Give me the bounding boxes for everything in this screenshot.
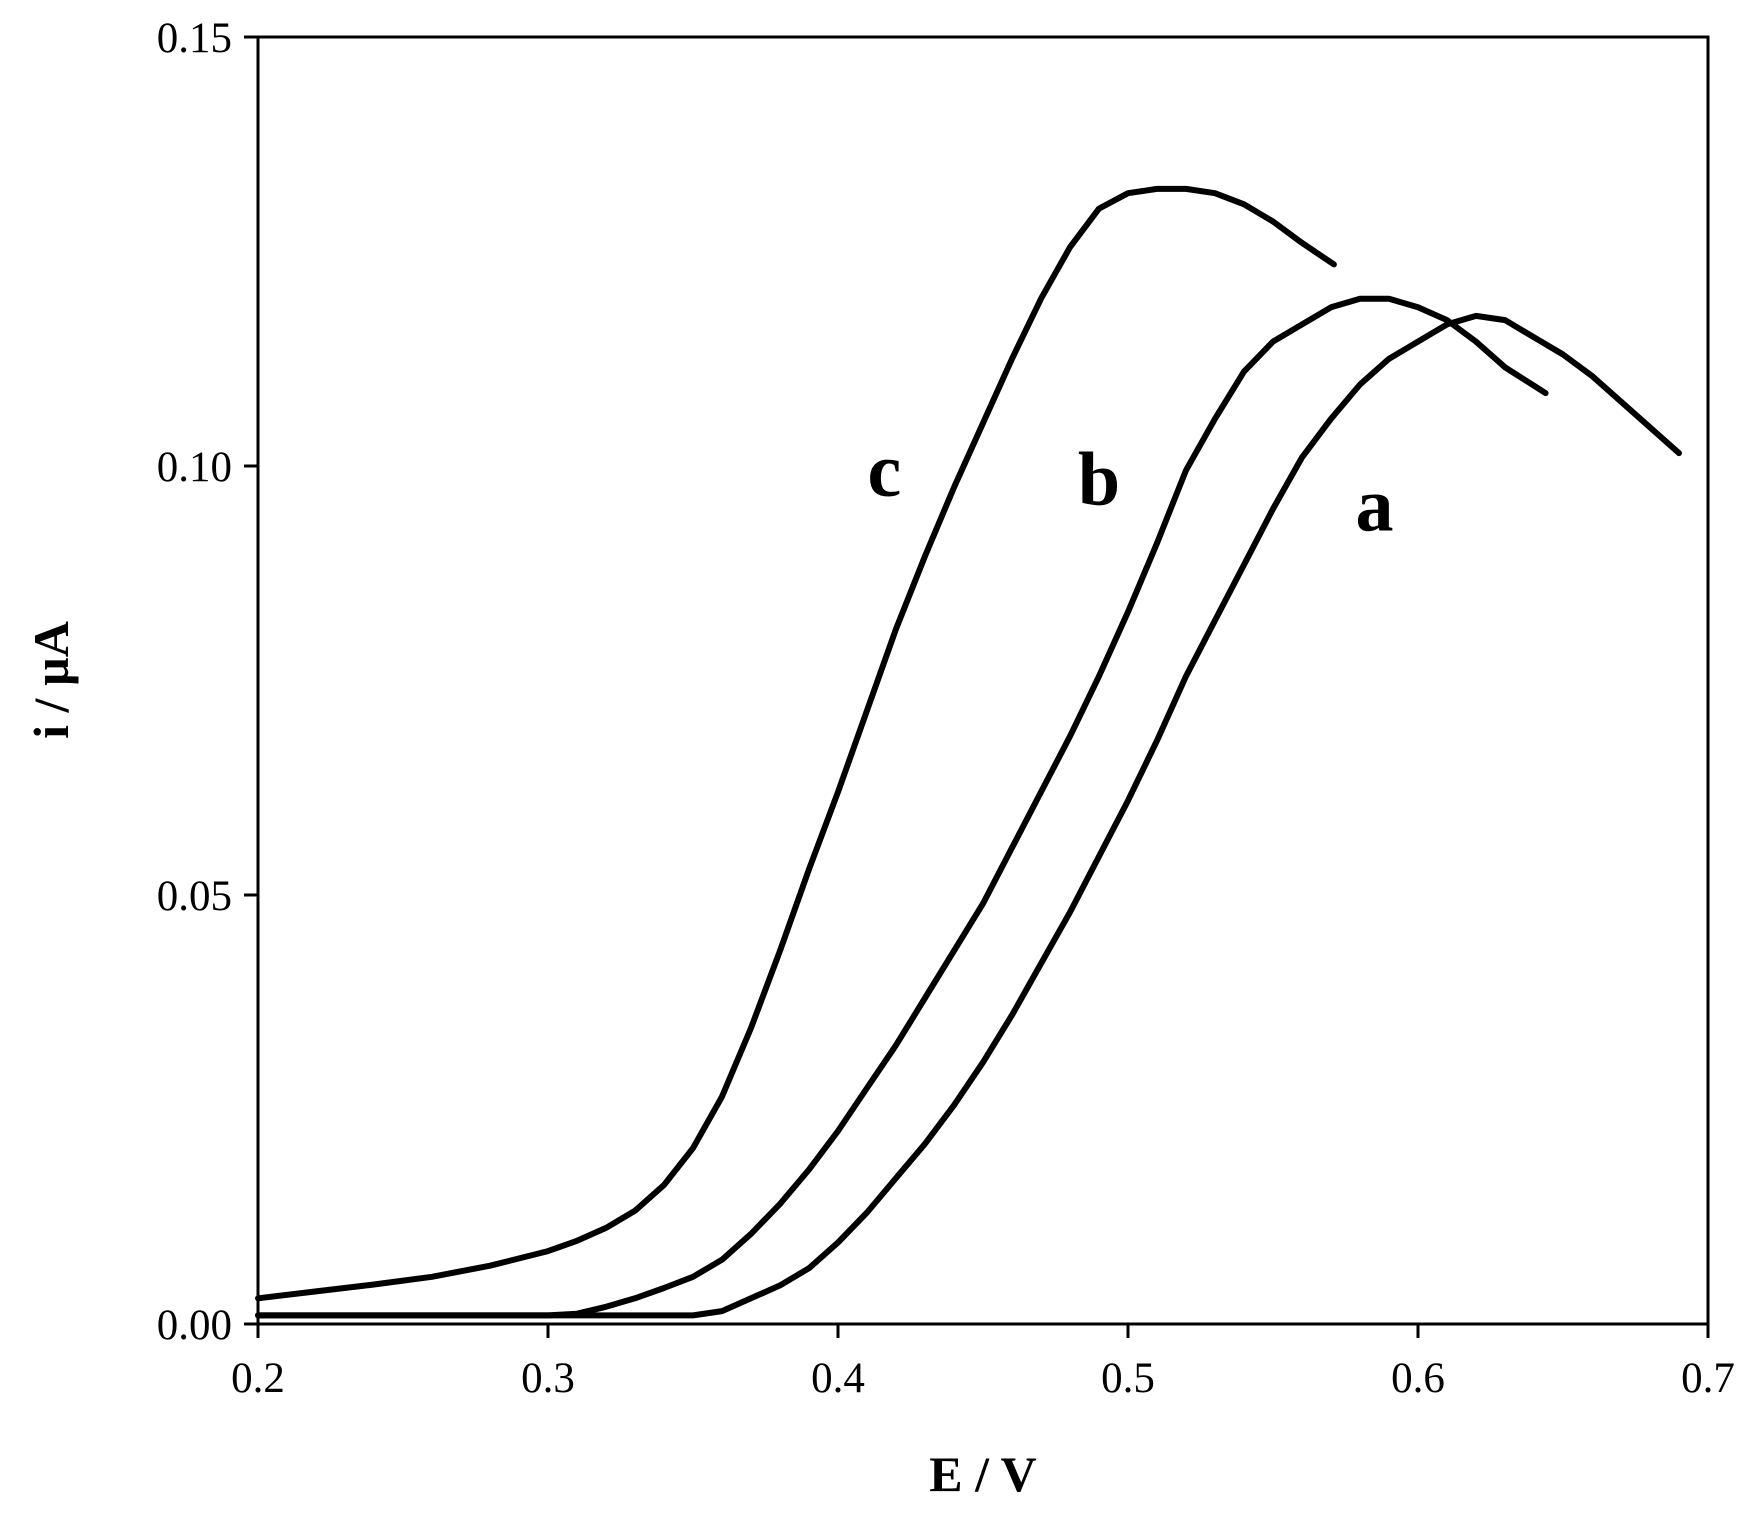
x-tick-label: 0.2 (231, 1355, 285, 1402)
x-tick-label: 0.4 (811, 1355, 865, 1402)
x-tick-label: 0.3 (521, 1355, 575, 1402)
y-axis-title: i / µA (23, 621, 79, 739)
curve-a (255, 312, 1682, 1319)
curve-label-b: b (1078, 438, 1120, 522)
x-tick-label: 0.7 (1681, 1355, 1735, 1402)
x-axis-title: E / V (929, 1446, 1036, 1502)
x-tick-label: 0.6 (1391, 1355, 1445, 1402)
curve-labels: a b c (868, 429, 1394, 547)
curve-label-a: a (1356, 463, 1394, 547)
y-tick-label: 0.10 (157, 444, 232, 491)
curves (255, 185, 1682, 1319)
x-tick-label: 0.5 (1101, 1355, 1155, 1402)
y-tick-label: 0.00 (157, 1302, 232, 1349)
plot-area-frame (256, 35, 1710, 1326)
curve-label-c: c (868, 429, 902, 513)
ticks: 0.2 0.3 0.4 0.5 0.6 0.7 0.00 0.05 0.10 0.15 (157, 15, 1735, 1402)
curve-b (255, 295, 1549, 1319)
y-tick-label: 0.15 (157, 15, 232, 62)
curve-c (255, 185, 1337, 1302)
y-tick-label: 0.05 (157, 873, 232, 920)
